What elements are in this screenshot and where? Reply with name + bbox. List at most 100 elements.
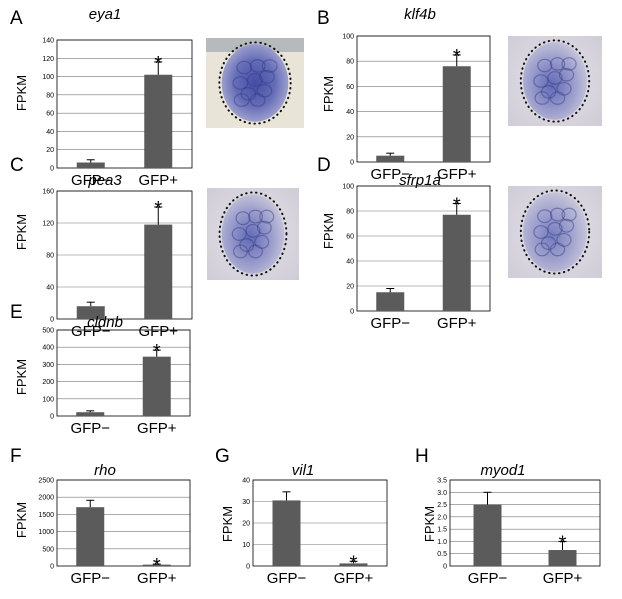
plot-area [56, 190, 193, 320]
in-situ-image [508, 36, 602, 126]
y-tick-label: 0 [350, 309, 354, 316]
chart-title: klf4b [404, 6, 436, 23]
chart-title: pea3 [87, 172, 122, 189]
significance-star: * [154, 53, 162, 75]
y-axis-label: FPKM [14, 502, 29, 538]
significance-star: * [453, 195, 461, 217]
y-tick-label: 80 [346, 59, 354, 66]
category-label: GFP− [70, 570, 110, 587]
panel-letter: D [317, 155, 331, 176]
y-axis-label: FPKM [321, 213, 336, 249]
y-tick-label: 1500 [38, 512, 54, 519]
y-tick-label: 120 [42, 221, 54, 228]
y-tick-label: 0 [50, 317, 54, 324]
y-tick-label: 20 [46, 147, 54, 154]
bar [144, 74, 173, 168]
y-tick-label: 2500 [38, 478, 54, 485]
y-tick-label: 3.5 [437, 478, 447, 485]
category-label: GFP+ [138, 323, 178, 340]
chart-title: cldnb [87, 314, 123, 331]
panel-letter: E [10, 302, 23, 323]
bar [76, 162, 105, 168]
y-tick-label: 0 [350, 160, 354, 167]
y-tick-label: 140 [42, 38, 54, 45]
significance-star: * [350, 552, 358, 574]
y-tick-label: 200 [42, 379, 54, 386]
y-tick-label: 100 [342, 34, 354, 41]
significance-star: * [153, 341, 161, 363]
y-tick-label: 60 [346, 234, 354, 241]
y-tick-label: 160 [42, 189, 54, 196]
category-label: GFP+ [137, 420, 177, 437]
y-tick-label: 0 [50, 166, 54, 173]
bar [76, 306, 105, 319]
category-label: GFP+ [334, 570, 374, 587]
bar [442, 214, 471, 311]
y-tick-label: 40 [242, 478, 250, 485]
bar [142, 356, 171, 416]
y-tick-label: 1.5 [437, 527, 447, 534]
y-tick-label: 80 [46, 92, 54, 99]
bar [376, 292, 405, 311]
y-tick-label: 40 [346, 259, 354, 266]
y-tick-label: 60 [46, 111, 54, 118]
plot-area [356, 185, 491, 312]
panel-letter: G [215, 446, 230, 467]
y-tick-label: 400 [42, 345, 54, 352]
y-tick-label: 0 [246, 564, 250, 571]
y-tick-label: 100 [42, 396, 54, 403]
bar [473, 504, 502, 566]
dotted-outline [218, 191, 288, 277]
category-label: GFP− [70, 420, 110, 437]
bar [142, 564, 171, 566]
y-tick-label: 100 [42, 74, 54, 81]
category-label: GFP+ [138, 172, 178, 189]
bar [548, 550, 577, 566]
plot-area [56, 479, 191, 567]
bar [442, 66, 471, 162]
category-label: GFP+ [543, 570, 583, 587]
bar [376, 155, 405, 162]
panel-letter: H [415, 446, 429, 467]
y-tick-label: 2000 [38, 495, 54, 502]
category-label: GFP+ [437, 166, 477, 183]
chart-title: vil1 [292, 462, 315, 479]
category-label: GFP− [468, 570, 508, 587]
bar [144, 224, 173, 319]
chart-title: rho [94, 462, 116, 479]
category-label: GFP− [267, 570, 307, 587]
y-tick-label: 300 [42, 362, 54, 369]
plot-area [56, 39, 193, 169]
y-tick-label: 0 [50, 564, 54, 571]
chart-title: myod1 [480, 462, 525, 479]
y-axis-label: FPKM [321, 76, 336, 112]
bar [339, 563, 368, 566]
significance-star: * [154, 198, 162, 220]
y-tick-label: 40 [46, 285, 54, 292]
panel-letter: F [10, 446, 22, 467]
category-label: GFP+ [437, 315, 477, 332]
y-tick-label: 1000 [38, 529, 54, 536]
bar [76, 412, 105, 416]
significance-star: * [559, 532, 567, 554]
in-situ-image [207, 188, 299, 280]
significance-star: * [153, 555, 161, 577]
y-tick-label: 0.5 [437, 551, 447, 558]
dotted-outline [519, 189, 591, 275]
category-label: GFP+ [137, 570, 177, 587]
bar [76, 507, 105, 566]
y-tick-label: 500 [42, 328, 54, 335]
chart-title: eya1 [89, 6, 122, 23]
panel-letter: C [10, 155, 24, 176]
y-tick-label: 2.5 [437, 502, 447, 509]
category-label: GFP− [71, 172, 111, 189]
significance-star: * [453, 46, 461, 68]
in-situ-image [206, 38, 304, 128]
y-tick-label: 30 [242, 499, 250, 506]
y-tick-label: 20 [346, 284, 354, 291]
y-tick-label: 120 [42, 56, 54, 63]
